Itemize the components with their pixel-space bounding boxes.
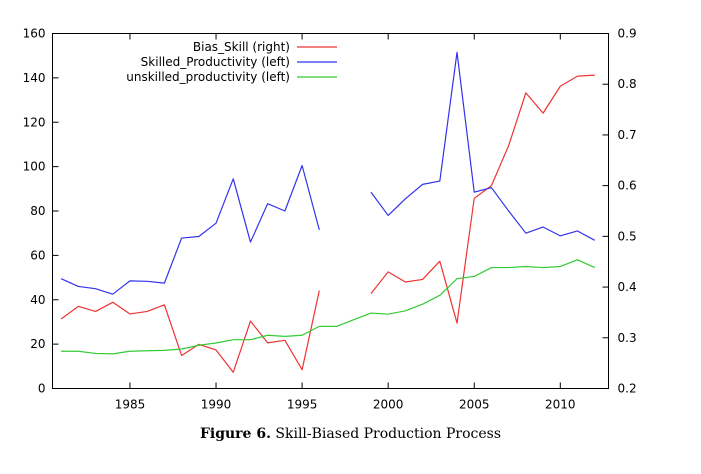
series-layer: [60, 51, 596, 373]
y-right-tick-label: 0.7: [618, 128, 637, 142]
y-left-tick-label: 20: [30, 337, 45, 351]
legend-label-2: Skilled_Productivity (left): [141, 55, 290, 69]
x-tick-label: 2005: [459, 398, 490, 412]
legend-label-3: unskilled_productivity (left): [126, 70, 290, 84]
x-tick-label: 2010: [545, 398, 576, 412]
series-line-2-segment-1: [60, 164, 320, 295]
series-line-1-segment-2: [370, 74, 595, 324]
y-left-tick-label: 160: [23, 27, 46, 41]
series-line-2-segment-2: [370, 51, 596, 241]
legend: Bias_Skill (right)Skilled_Productivity (…: [126, 40, 337, 84]
y-left-tick-label: 140: [23, 71, 46, 85]
plot-frame: [52, 33, 609, 389]
series-line-3-segment-1: [61, 259, 595, 355]
legend-label-1: Bias_Skill (right): [193, 40, 290, 54]
ticks-layer: 0 20 40 60 80 100 120 140 160 0.2 0.3 0.4 0.5 0.6 0.7 0…: [23, 27, 637, 412]
y-left-tick-label: 60: [30, 248, 45, 262]
series-line-1-segment-1: [60, 290, 320, 373]
caption-text: Skill-Biased Production Process: [275, 426, 502, 442]
x-tick-label: 1990: [201, 398, 232, 412]
x-tick-label: 2000: [373, 398, 404, 412]
y-right-tick-label: 0.5: [618, 229, 637, 243]
x-tick-label: 1995: [287, 398, 318, 412]
caption-label: Figure 6.: [199, 426, 271, 442]
y-left-tick-label: 80: [30, 204, 45, 218]
chart: 0 20 40 60 80 100 120 140 160 0.2 0.3 0.4 0.5 0.6 0.7 0…: [23, 27, 637, 412]
y-left-tick-label: 120: [23, 115, 46, 129]
y-right-tick-label: 0.3: [618, 331, 637, 345]
y-left-tick-label: 0: [38, 382, 46, 396]
y-right-tick-label: 0.2: [618, 382, 637, 396]
y-right-tick-label: 0.6: [618, 179, 637, 193]
x-tick-label: 1985: [115, 398, 146, 412]
y-right-tick-label: 0.4: [618, 280, 637, 294]
y-right-tick-label: 0.8: [618, 77, 637, 91]
y-left-tick-label: 40: [30, 293, 45, 307]
y-left-tick-label: 100: [23, 160, 46, 174]
figure-caption: Figure 6. Skill-Biased Production Proces…: [0, 426, 701, 442]
y-right-tick-label: 0.9: [618, 27, 637, 41]
